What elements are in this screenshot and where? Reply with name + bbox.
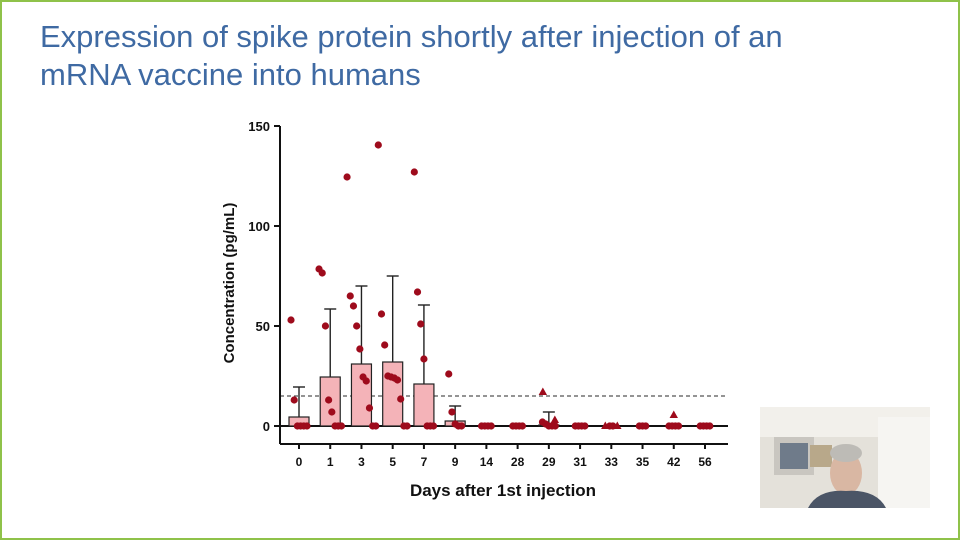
- presenter-video-image: [760, 407, 930, 508]
- data-point: [372, 422, 380, 430]
- data-point: [445, 370, 453, 378]
- x-tick-label: 1: [327, 455, 334, 469]
- data-point-triangle: [601, 421, 610, 429]
- box-iqr: [382, 361, 404, 427]
- data-point: [318, 269, 326, 277]
- slide-title-line1: Expression of spike protein shortly afte…: [40, 19, 783, 54]
- data-point-triangle: [538, 387, 548, 395]
- x-tick-label: 9: [452, 455, 459, 469]
- x-tick-label: 33: [605, 455, 619, 469]
- x-tick-label: 5: [389, 455, 396, 469]
- data-point-triangle: [669, 410, 678, 418]
- x-tick-label: 31: [573, 455, 587, 469]
- data-point: [303, 422, 311, 430]
- data-point: [377, 310, 386, 318]
- data-point: [343, 173, 351, 181]
- data-point-triangle: [613, 421, 622, 429]
- box-iqr: [413, 383, 435, 427]
- data-point: [642, 422, 650, 430]
- data-point: [417, 320, 425, 328]
- x-tick-label: 14: [480, 455, 494, 469]
- data-point: [290, 396, 298, 404]
- x-tick-label: 35: [636, 455, 650, 469]
- data-point: [413, 288, 422, 296]
- x-tick-label: 56: [698, 455, 712, 469]
- data-point: [374, 141, 382, 149]
- x-tick-label: 29: [542, 455, 556, 469]
- data-point-triangle: [550, 415, 560, 423]
- x-tick-label: 42: [667, 455, 681, 469]
- data-point: [403, 422, 411, 430]
- data-point: [410, 168, 418, 176]
- data-point: [337, 422, 346, 430]
- data-point: [397, 395, 405, 403]
- slide-title: Expression of spike protein shortly afte…: [40, 18, 900, 94]
- data-point: [674, 422, 683, 430]
- y-tick-label: 50: [256, 319, 270, 334]
- x-tick-label: 7: [421, 455, 428, 469]
- data-point: [356, 345, 364, 353]
- data-point: [487, 422, 495, 430]
- y-axis-title: Concentration (pg/mL): [221, 203, 238, 364]
- data-point: [362, 377, 370, 385]
- data-point: [448, 408, 456, 416]
- data-point: [457, 422, 466, 430]
- data-point: [287, 316, 295, 324]
- y-tick-label: 0: [263, 419, 270, 434]
- data-point: [381, 341, 389, 349]
- data-point: [346, 292, 354, 300]
- x-tick-label: 3: [358, 455, 365, 469]
- data-point: [349, 302, 358, 310]
- x-axis-title: Days after 1st injection: [410, 481, 596, 500]
- data-point: [353, 322, 361, 330]
- y-tick-label: 150: [248, 119, 270, 134]
- presenter-webcam: [760, 407, 930, 508]
- x-tick-label: 0: [296, 455, 303, 469]
- data-point: [393, 376, 402, 384]
- data-point: [706, 422, 714, 430]
- x-tick-label: 28: [511, 455, 525, 469]
- data-point: [420, 355, 428, 363]
- data-point: [518, 422, 527, 430]
- data-point: [551, 422, 559, 430]
- data-point: [581, 422, 589, 430]
- data-point: [429, 422, 438, 430]
- data-point: [365, 404, 374, 412]
- data-point: [325, 396, 333, 404]
- data-point: [321, 322, 330, 330]
- slide-title-line2: mRNA vaccine into humans: [40, 57, 421, 92]
- y-tick-label: 100: [248, 219, 270, 234]
- data-point: [328, 408, 336, 416]
- box-iqr: [350, 363, 373, 427]
